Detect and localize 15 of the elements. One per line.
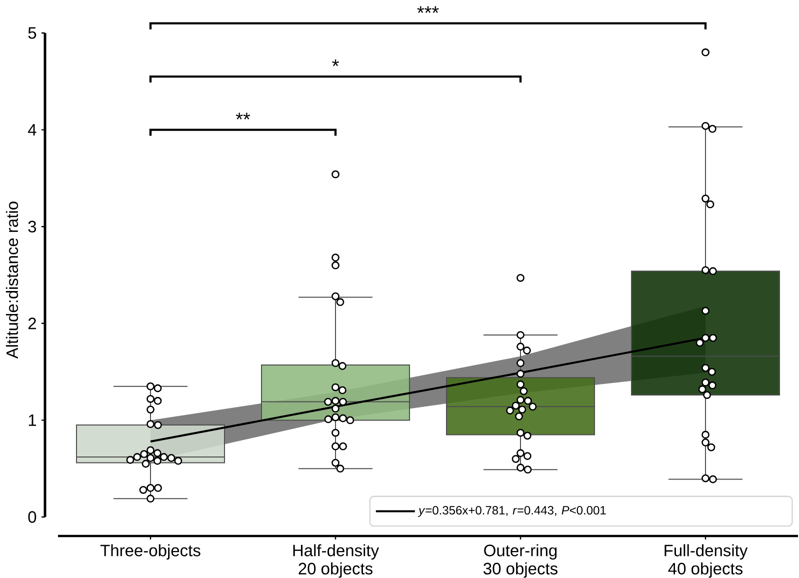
text: *** (417, 6, 439, 13)
y-tick-label: 3 (28, 220, 36, 232)
y-tick-label: 2 (28, 318, 36, 330)
y-tick-label: 5 (28, 27, 36, 39)
x-tick-label: Three-objects (100, 544, 200, 560)
y-tick-label: 1 (28, 414, 36, 426)
y-tick-label: 0 (28, 511, 36, 523)
y-axis-title: Altitude:distance ratio (6, 202, 18, 359)
annotation: ** (236, 112, 250, 120)
y-tick-label: 4 (28, 124, 36, 136)
annotation: * (332, 59, 339, 66)
x-tick-label: Full-density 40 objects (664, 544, 748, 578)
legend-label: y=0.356x+0.781, r=0.443, P<0.001 (418, 506, 606, 517)
x-tick-label: Outer-ring 30 objects (484, 544, 558, 578)
x-tick-label: Half-density 20 objects (293, 544, 380, 578)
